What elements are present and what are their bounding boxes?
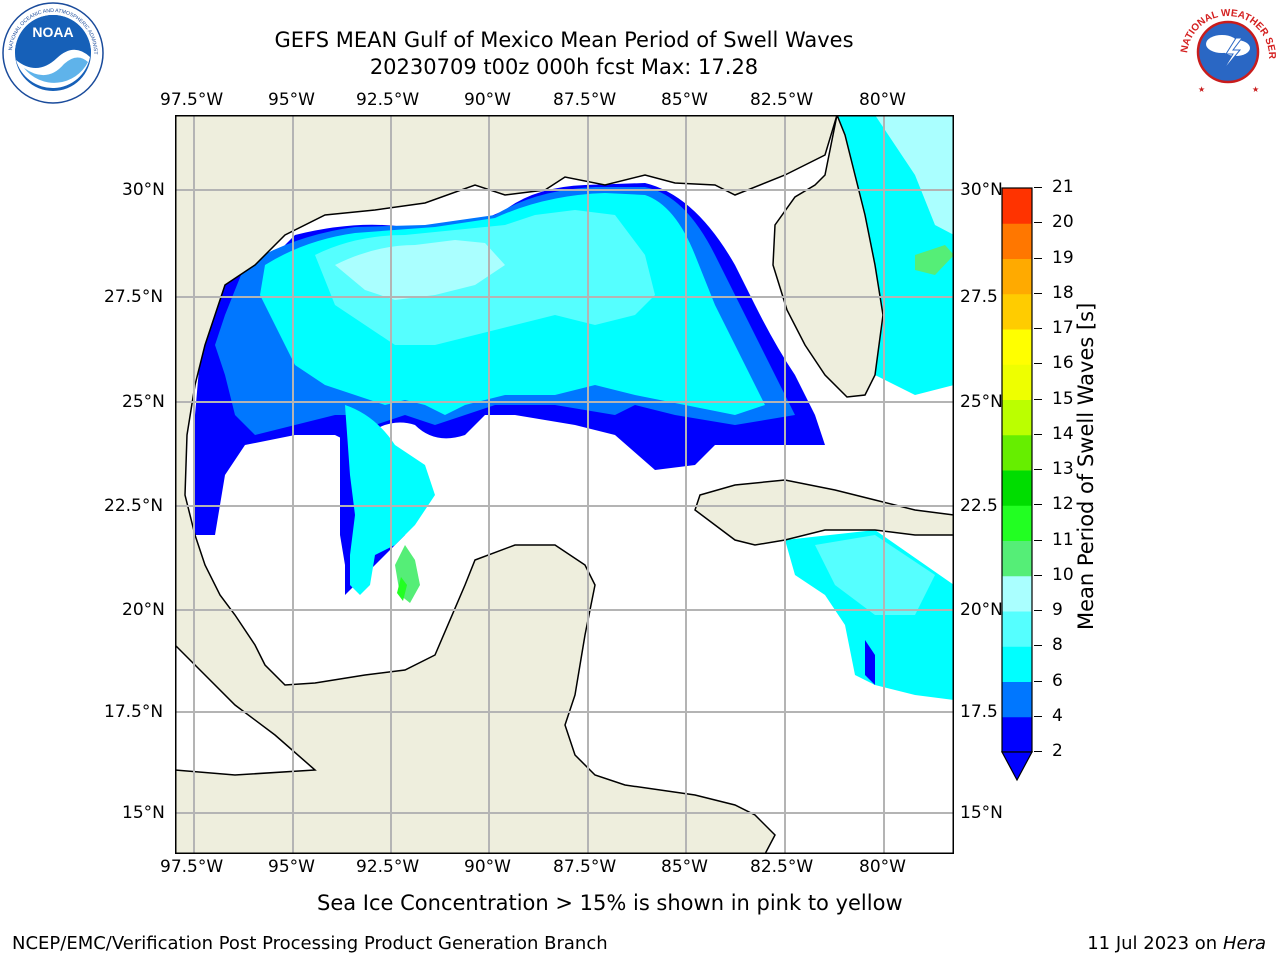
colorbar-segment [1002, 188, 1032, 224]
colorbar-tick-label: 2 [1052, 741, 1063, 761]
colorbar-tick-mark [1034, 680, 1042, 682]
colorbar-tick-mark [1034, 363, 1042, 365]
colorbar-segment [1002, 329, 1032, 365]
colorbar-tick-mark [1034, 187, 1042, 188]
colorbar-tick-mark [1034, 715, 1042, 717]
colorbar-segment [1002, 646, 1032, 682]
footer-credit: NCEP/EMC/Verification Post Processing Pr… [12, 933, 608, 954]
lon-label: 80°W [859, 90, 906, 110]
lat-label: 22.5 [960, 496, 998, 516]
colorbar-tick-label: 15 [1052, 388, 1074, 409]
lat-label: 17.5°N [104, 702, 164, 722]
sea-ice-note: Sea Ice Concentration > 15% is shown in … [317, 891, 903, 915]
colorbar-segment [1002, 258, 1032, 295]
colorbar-tick-mark [1034, 539, 1042, 541]
colorbar-segment [1002, 505, 1032, 541]
lat-label: 25°N [122, 392, 165, 412]
lat-label: 30°N [122, 180, 165, 200]
lon-label: 97.5°W [160, 857, 224, 877]
colorbar-segment [1002, 540, 1032, 577]
colorbar-segment [1002, 716, 1032, 753]
lon-label: 80°W [859, 857, 906, 877]
lat-label: 27.5°N [104, 287, 164, 307]
colorbar-segment [1002, 681, 1032, 718]
colorbar-tick-mark [1034, 433, 1042, 435]
colorbar-tick-label: 9 [1052, 600, 1063, 620]
colorbar-tick-mark [1034, 504, 1042, 506]
lon-label: 85°W [661, 90, 708, 110]
lon-label: 95°W [268, 857, 315, 877]
colorbar-tick-label: 16 [1052, 353, 1074, 374]
lat-label: 27.5 [960, 287, 998, 307]
lon-label: 95°W [268, 90, 315, 110]
lon-label: 85°W [661, 857, 708, 877]
colorbar-tick-mark [1034, 751, 1042, 752]
colorbar-tick-label: 10 [1052, 564, 1074, 585]
lat-label: 15°N [960, 803, 1003, 823]
lon-label: 92.5°W [356, 90, 420, 110]
colorbar-segment [1002, 293, 1032, 330]
colorbar-label: Mean Period of Swell Waves [s] [1074, 302, 1098, 630]
colorbar-tick-mark [1034, 574, 1042, 576]
plot-subtitle: 20230709 t00z 000h fcst Max: 17.28 [369, 55, 759, 79]
noaa-logo: NOAA NATIONAL OCEANIC AND ATMOSPHERIC AD… [0, 0, 104, 104]
colorbar-tick-label: 6 [1052, 670, 1063, 691]
lon-label: 97.5°W [160, 90, 224, 110]
lon-label: 90°W [464, 90, 511, 110]
map-frame [175, 115, 954, 854]
colorbar-tick-label: 18 [1052, 282, 1074, 303]
svg-text:★: ★ [1198, 85, 1205, 94]
svg-text:★: ★ [1252, 85, 1259, 94]
colorbar-segment [1002, 575, 1032, 612]
colorbar-tick-mark [1034, 328, 1042, 329]
lat-label: 15°N [122, 803, 165, 823]
colorbar-tick-label: 4 [1052, 705, 1063, 726]
footer-date: 11 Jul 2023 on Hera [1087, 933, 1266, 954]
colorbar-tick-mark [1034, 292, 1042, 294]
plot-title: GEFS MEAN Gulf of Mexico Mean Period of … [274, 28, 854, 52]
colorbar-segment [1002, 611, 1032, 647]
lon-label: 82.5°W [750, 90, 814, 110]
colorbar-segment [1002, 364, 1032, 400]
lon-label: 90°W [464, 857, 511, 877]
swell-field [175, 115, 954, 854]
nws-logo: NATIONAL WEATHER SERVICE ★ ★ [1174, 0, 1278, 102]
lat-label: 20°N [960, 600, 1003, 620]
colorbar-tick-label: 20 [1052, 212, 1074, 233]
noaa-logo-text: NOAA [32, 24, 73, 40]
colorbar-tick-label: 8 [1052, 635, 1063, 656]
lat-label: 17.5 [960, 702, 998, 722]
colorbar-tick-mark [1034, 645, 1042, 647]
colorbar-extend-arrow [1000, 751, 1034, 782]
graticule [175, 115, 954, 854]
lon-label: 82.5°W [750, 857, 814, 877]
colorbar-tick-label: 21 [1052, 177, 1074, 197]
colorbar-tick-mark [1034, 398, 1042, 400]
colorbar-tick-mark [1034, 469, 1042, 470]
colorbar-segment [1002, 399, 1032, 436]
lon-label: 87.5°W [553, 857, 617, 877]
lat-label: 20°N [122, 600, 165, 620]
colorbar [1000, 186, 1040, 786]
colorbar-segment [1002, 223, 1032, 259]
colorbar-tick-label: 11 [1052, 529, 1074, 550]
land [175, 115, 954, 854]
colorbar-tick-mark [1034, 610, 1042, 611]
lon-label: 92.5°W [356, 857, 420, 877]
colorbar-tick-label: 12 [1052, 494, 1074, 515]
footer-date-text: 11 Jul 2023 on [1087, 933, 1223, 954]
colorbar-tick-label: 14 [1052, 423, 1074, 444]
colorbar-tick-label: 19 [1052, 247, 1074, 268]
colorbar-segment [1002, 470, 1032, 506]
lon-label: 87.5°W [553, 90, 617, 110]
colorbar-tick-mark [1034, 222, 1042, 224]
colorbar-tick-label: 13 [1052, 459, 1074, 479]
lat-label: 25°N [960, 392, 1003, 412]
lat-label: 22.5°N [104, 496, 164, 516]
lat-label: 30°N [960, 180, 1003, 200]
footer-machine: Hera [1222, 933, 1266, 954]
colorbar-tick-mark [1034, 257, 1042, 259]
colorbar-segment [1002, 434, 1032, 471]
colorbar-tick-label: 17 [1052, 318, 1074, 338]
